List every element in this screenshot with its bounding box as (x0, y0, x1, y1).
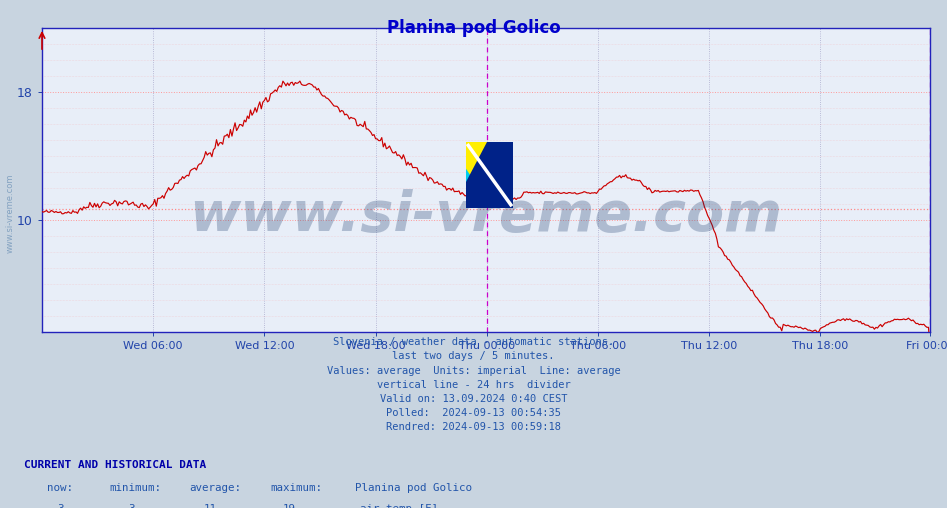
Text: Values: average  Units: imperial  Line: average: Values: average Units: imperial Line: av… (327, 366, 620, 375)
Polygon shape (466, 142, 513, 208)
Text: Polled:  2024-09-13 00:54:35: Polled: 2024-09-13 00:54:35 (386, 408, 561, 418)
Polygon shape (466, 169, 491, 208)
Text: Valid on: 13.09.2024 0:40 CEST: Valid on: 13.09.2024 0:40 CEST (380, 394, 567, 404)
Text: air temp.[F]: air temp.[F] (360, 504, 438, 508)
Text: minimum:: minimum: (109, 483, 161, 493)
Text: last two days / 5 minutes.: last two days / 5 minutes. (392, 352, 555, 361)
Text: average:: average: (189, 483, 241, 493)
Text: www.si-vreme.com: www.si-vreme.com (189, 189, 782, 243)
Text: CURRENT AND HISTORICAL DATA: CURRENT AND HISTORICAL DATA (24, 460, 205, 470)
Text: 3: 3 (57, 504, 63, 508)
Text: 3: 3 (128, 504, 134, 508)
Text: vertical line - 24 hrs  divider: vertical line - 24 hrs divider (377, 380, 570, 390)
Text: Slovenia / weather data - automatic stations.: Slovenia / weather data - automatic stat… (333, 337, 614, 347)
Text: www.si-vreme.com: www.si-vreme.com (6, 174, 15, 253)
Text: Planina pod Golico: Planina pod Golico (386, 19, 561, 37)
Text: Rendred: 2024-09-13 00:59:18: Rendred: 2024-09-13 00:59:18 (386, 423, 561, 432)
Text: 11: 11 (204, 504, 217, 508)
Text: maximum:: maximum: (270, 483, 322, 493)
Text: Planina pod Golico: Planina pod Golico (355, 483, 473, 493)
Text: 19: 19 (282, 504, 295, 508)
Text: now:: now: (47, 483, 73, 493)
